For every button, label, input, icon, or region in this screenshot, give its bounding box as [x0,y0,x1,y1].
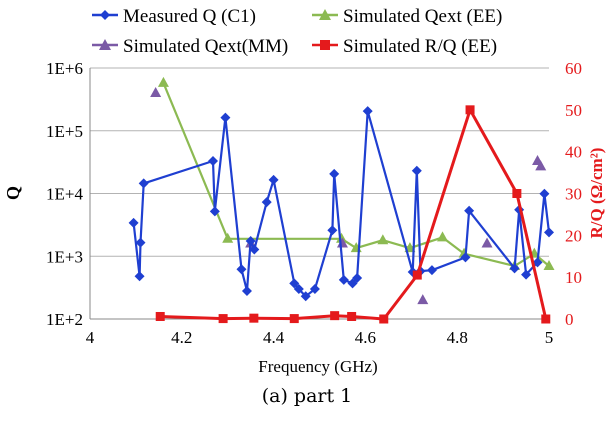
data-point-simulated-r-q-ee [465,105,475,115]
y2-tick-label: 10 [565,268,582,287]
x-tick-label: 4.2 [171,328,192,347]
data-point-simulated-r-q-ee [412,270,422,280]
data-point-simulated-qext-ee [157,76,169,87]
y-tick-label: 1E+3 [46,247,83,266]
y-tick-label: 1E+5 [46,122,83,141]
data-point-simulated-r-q-ee [155,311,165,321]
data-point-measured-q-c1 [460,252,471,263]
data-point-simulated-r-q-ee [289,314,299,324]
y-tick-label: 1E+6 [46,59,83,78]
data-point-measured-q-c1 [411,165,422,176]
data-point-measured-q-c1 [426,265,437,276]
legend-label-simulated-qext-ee: Simulated Qext (EE) [343,6,502,27]
data-point-simulated-r-q-ee [512,189,522,198]
data-point-measured-q-c1 [128,217,139,228]
data-point-measured-q-c1 [521,269,532,280]
data-point-simulated-r-q-ee [379,314,389,324]
data-point-measured-q-c1 [261,197,272,208]
data-point-simulated-r-q-ee [347,311,357,321]
legend-label-simulated-qext-mm: Simulated Qext(MM) [123,36,288,57]
x-tick-label: 5 [545,328,554,347]
y-tick-label: 1E+2 [46,310,83,329]
data-point-measured-q-c1 [209,206,220,217]
data-point-simulated-qext-mm [535,160,547,171]
legend-item-simulated-qext-ee: Simulated Qext (EE) [312,6,502,27]
data-point-simulated-qext-ee [437,231,449,242]
legend-diamond-icon [100,10,110,20]
data-point-simulated-qext-ee [222,232,234,243]
tick-labels: 1E+2 1E+3 1E+4 1E+5 1E+6 0 10 20 30 40 50 60 4 4.2 4.4… [46,59,582,347]
legend-item-simulated-rq-ee: Simulated R/Q (EE) [312,36,497,57]
y2-tick-label: 40 [565,143,582,162]
legend-triangle-icon [99,39,111,50]
legend-item-measured-q: Measured Q (C1) [92,6,256,27]
legend-label-simulated-rq-ee: Simulated R/Q (EE) [343,36,497,57]
data-point-measured-q-c1 [309,284,320,295]
legend-triangle-icon [319,9,331,20]
legend-item-simulated-qext-mm: Simulated Qext(MM) [92,36,288,57]
data-point-measured-q-c1 [135,237,146,248]
legend: Measured Q (C1) Simulated Qext (EE) Simu… [92,6,502,57]
data-point-measured-q-c1 [138,178,149,189]
x-tick-label: 4.8 [447,328,468,347]
data-point-simulated-qext-mm [481,237,493,248]
data-point-measured-q-c1 [464,205,475,216]
data-point-measured-q-c1 [245,235,256,246]
x-tick-label: 4.6 [355,328,376,347]
data-point-measured-q-c1 [208,155,219,166]
x-tick-label: 4.4 [263,328,285,347]
data-point-measured-q-c1 [268,174,279,185]
y2-axis-label: R/Q (Ω/cm²) [587,148,606,239]
data-point-simulated-qext-ee [543,259,555,270]
y-axis-label: Q [3,186,23,200]
data-point-measured-q-c1 [249,244,260,255]
data-point-measured-q-c1 [539,188,550,199]
data-point-measured-q-c1 [329,168,340,179]
data-point-simulated-qext-ee [336,232,348,243]
data-point-simulated-r-q-ee [218,314,228,324]
data-point-measured-q-c1 [352,273,363,284]
data-point-measured-q-c1 [544,227,554,238]
data-point-simulated-qext-mm [150,86,162,97]
data-point-simulated-r-q-ee [330,311,340,321]
data-point-simulated-r-q-ee [541,314,551,324]
y2-tick-label: 20 [565,226,582,245]
data-point-measured-q-c1 [362,106,373,117]
figure-caption: (a) part 1 [261,385,353,407]
data-point-simulated-r-q-ee [249,313,259,323]
data-point-measured-q-c1 [293,284,304,295]
data-point-measured-q-c1 [300,291,311,302]
legend-label-measured-q: Measured Q (C1) [123,6,256,27]
data-point-simulated-qext-ee [377,234,389,245]
y2-tick-label: 60 [565,59,582,78]
data-point-measured-q-c1 [241,285,252,296]
y2-tick-label: 50 [565,101,582,120]
data-point-measured-q-c1 [532,257,543,268]
data-point-measured-q-c1 [220,112,231,123]
data-point-measured-q-c1 [327,225,338,236]
data-point-measured-q-c1 [338,274,349,285]
data-point-measured-q-c1 [236,264,247,275]
data-point-measured-q-c1 [509,263,520,274]
y2-tick-label: 0 [565,310,574,329]
series [128,76,555,324]
x-tick-label: 4 [86,328,95,347]
y2-tick-label: 30 [565,185,582,204]
axes [89,68,549,320]
data-point-simulated-qext-mm [417,294,429,305]
data-point-measured-q-c1 [289,278,300,289]
legend-square-icon [320,40,330,50]
x-axis-label: Frequency (GHz) [258,357,377,376]
data-point-measured-q-c1 [134,271,145,282]
y-tick-label: 1E+4 [46,185,83,204]
